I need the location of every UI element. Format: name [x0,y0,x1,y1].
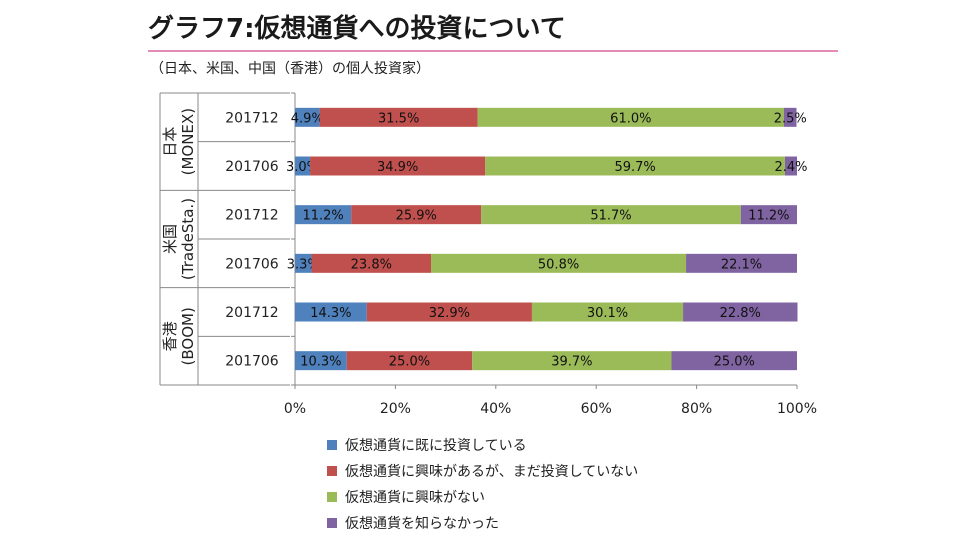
bar-segment [295,351,347,371]
data-label: 11.2% [302,209,343,224]
bar-segment [485,156,785,176]
data-label: 59.7% [614,160,655,175]
bar-segment [295,107,320,127]
x-tick-label: 100% [777,401,817,417]
legend-label: 仮想通貨に興味があるが、まだ投資していない [345,464,639,480]
x-tick-label: 60% [581,401,612,417]
data-label: 50.8% [538,257,579,272]
data-label: 23.8% [351,257,392,272]
x-tick-label: 40% [480,401,511,417]
legend-swatch [327,466,337,476]
data-label: 14.3% [310,306,351,321]
row-label: 201712 [225,305,278,321]
data-label: 25.9% [396,209,437,224]
bar-segment [295,205,352,225]
legend-label: 仮想通貨に既に投資している [345,438,527,454]
chart-subtitle: （日本、米国、中国（香港）の個人投資家） [150,61,430,77]
row-label: 201712 [225,110,278,126]
bar-segment [531,302,684,322]
title-divider [148,50,838,52]
bar-segment [319,107,478,127]
data-label: 51.7% [590,209,631,224]
legend-swatch [327,492,337,502]
data-label: 61.0% [610,111,651,126]
legend-swatch [327,518,337,528]
bar-segment [783,107,797,127]
data-label: 32.9% [429,306,470,321]
x-tick-label: 80% [681,401,712,417]
bar-segment [351,205,482,225]
data-label: 31.5% [378,111,419,126]
bar-segment [472,351,672,371]
data-label: 2.5% [774,111,807,126]
bar-segment [671,351,797,371]
x-tick-label: 20% [380,401,411,417]
legend-item: 仮想通貨に既に投資している [327,432,638,458]
group-label-line: 日本 [161,127,179,157]
bar-segment [295,156,311,176]
data-label: 25.0% [389,355,430,370]
bar-segment [477,107,784,127]
bar-segment [740,205,797,225]
bar-segment [431,253,687,273]
legend-item: 仮想通貨を知らなかった [327,510,638,536]
row-label: 201712 [225,208,278,224]
legend: 仮想通貨に既に投資している仮想通貨に興味があるが、まだ投資していない 仮想通貨に興… [327,432,638,536]
row-label: 201706 [225,354,279,370]
bar-segment [310,156,486,176]
row-label: 201706 [225,159,279,175]
row-label: 201706 [225,256,279,272]
bar-segment [295,253,312,273]
chart-title: グラフ7:仮想通貨への投資について [148,14,566,44]
data-label: 39.7% [551,355,592,370]
legend-item: 仮想通貨に興味がない [327,484,638,510]
data-label: 3.3% [287,257,320,272]
bar-segment [366,302,532,322]
data-label: 11.2% [748,209,789,224]
data-label: 25.0% [714,355,755,370]
bar-segment [311,253,432,273]
data-label: 34.9% [377,160,418,175]
group-label: 香港(BOOM) [161,307,197,365]
group-label-line: 米国 [161,224,179,254]
legend-swatch [327,440,337,450]
group-label: 米国(TradeSta.) [161,198,197,280]
x-tick-label: 0% [284,401,306,417]
data-label: 4.9% [291,111,324,126]
bar-segment [481,205,741,225]
group-label-line: (BOOM) [179,307,197,365]
legend-label: 仮想通貨に興味がない [345,490,485,506]
bar-segment [686,253,797,273]
data-label: 30.1% [587,306,628,321]
group-label-line: 香港 [161,321,179,351]
group-label: 日本(MONEX) [161,108,197,175]
bar-segment [683,302,798,322]
data-label: 22.1% [721,257,762,272]
data-label: 2.4% [774,160,807,175]
legend-label: 仮想通貨を知らなかった [345,516,499,532]
bar-segment [346,351,473,371]
bar-segment [784,156,797,176]
group-label-line: (TradeSta.) [179,198,197,280]
bar-segment [295,302,367,322]
data-label: 10.3% [300,355,341,370]
legend-item: 仮想通貨に興味があるが、まだ投資していない [327,458,638,484]
group-label-line: (MONEX) [179,108,197,175]
data-label: 22.8% [720,306,761,321]
